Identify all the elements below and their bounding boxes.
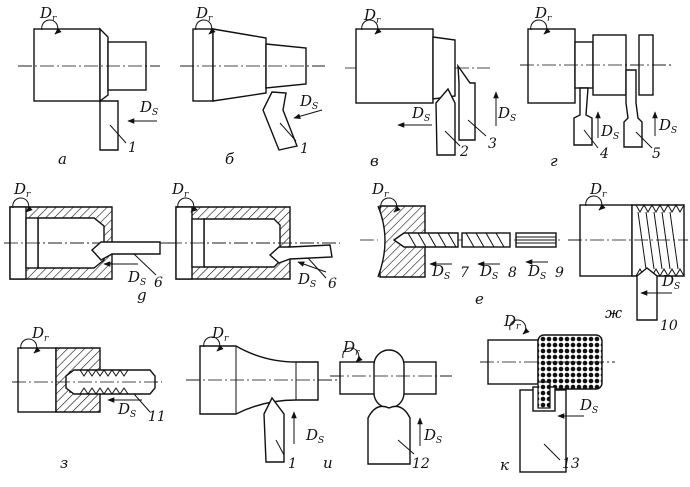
feed-label-z: DS: [117, 400, 136, 420]
feed-label-g1: DS: [600, 122, 619, 142]
feed-label-zh: DS: [661, 272, 680, 292]
caption-i: и: [323, 454, 333, 472]
rotation-arrow: [195, 19, 216, 35]
leader-line: [133, 393, 151, 413]
leader-line: [275, 439, 285, 456]
feed-arrow: [293, 109, 323, 119]
feed-label-a: DS: [139, 98, 158, 118]
panel-g: [520, 19, 672, 149]
tool-number-e2: 8: [508, 265, 517, 281]
rotation-label-i1: Dr: [211, 324, 229, 344]
tool-number-b: 1: [300, 141, 309, 157]
leader-line: [543, 443, 561, 461]
leader-line: [307, 257, 327, 279]
feed-label-e2: DS: [479, 262, 498, 282]
tool-number-z: 11: [148, 409, 166, 425]
tool-number-e1: 7: [460, 265, 469, 281]
tool-number-zh: 10: [660, 318, 678, 334]
caption-k: к: [500, 456, 509, 474]
rotation-label-d1: Dr: [13, 180, 31, 200]
tool-number-d1: 6: [154, 275, 163, 291]
leader-line: [133, 253, 157, 276]
panel-d: [4, 197, 340, 280]
panel-z: [12, 338, 162, 413]
panel-v: [345, 19, 499, 156]
leader-line: [397, 439, 415, 455]
tool-number-v1: 2: [459, 144, 469, 160]
rotation-arrow: [20, 338, 41, 354]
feed-label-b: DS: [299, 92, 318, 112]
feed-label-e1: DS: [431, 262, 450, 282]
caption-v: в: [370, 152, 379, 170]
rotation-arrow: [12, 197, 33, 213]
rotation-label-d2: Dr: [171, 180, 189, 200]
leader-line: [583, 129, 599, 149]
rotation-label-zh: Dr: [589, 180, 607, 200]
panel-k: [480, 319, 615, 473]
rotation-label-v: Dr: [363, 6, 381, 26]
rotation-arrow: [177, 197, 198, 213]
leader-line: [467, 119, 487, 137]
rotation-arrow: [342, 347, 363, 363]
leader-line: [444, 130, 461, 147]
rotation-label-g: Dr: [534, 4, 552, 24]
caption-e: е: [475, 290, 484, 308]
tool-number-i2: 12: [412, 456, 430, 472]
tool-number-k: 13: [562, 456, 580, 472]
leader-line: [109, 124, 127, 144]
tool-number-a: 1: [128, 140, 137, 156]
tool-numbers: 1 1 2 3 4 5 6 6 7 8 9 10 11 1 12 13: [128, 136, 678, 472]
rotation-arrow: [203, 336, 224, 352]
tool-number-d2: 6: [328, 276, 337, 292]
tool-number-i1: 1: [288, 456, 297, 472]
rotation-label-i2: Dr: [342, 338, 360, 358]
panel-a: [18, 19, 160, 151]
feed-labels: DS DS DS DS DS DS DS DS DS DS DS DS DS D…: [117, 92, 680, 446]
tool-number-g2: 5: [652, 146, 661, 162]
leader-line: [635, 131, 653, 149]
rotation-arrow: [41, 19, 62, 35]
rotation-arrow: [530, 19, 551, 35]
rotation-arrow: [380, 197, 401, 213]
rotation-label-e: Dr: [371, 180, 389, 200]
leader-line: [279, 122, 297, 142]
caption-d: g: [137, 286, 147, 304]
rotation-arrow: [361, 19, 382, 35]
feed-label-d2: DS: [297, 270, 316, 290]
feed-label-k: DS: [579, 396, 598, 416]
rotation-arrow: [585, 195, 606, 211]
feed-label-i2: DS: [423, 426, 442, 446]
rotation-label-b: Dr: [195, 4, 213, 24]
feed-arrow: [297, 261, 327, 273]
feed-label-i1: DS: [305, 426, 324, 446]
rotation-labels: Dr Dr Dr Dr Dr Dr Dr Dr Dr Dr Dr Dr: [13, 4, 607, 358]
panel-e: [360, 197, 560, 278]
rotation-label-a: Dr: [39, 4, 57, 24]
tool-number-g1: 4: [599, 146, 609, 162]
feed-label-e3: DS: [527, 262, 546, 282]
caption-b: б: [225, 150, 235, 168]
panel-i: [186, 336, 452, 465]
tool-number-v2: 3: [488, 136, 497, 152]
tool-number-e3: 9: [555, 265, 564, 281]
caption-g: г: [550, 152, 558, 170]
feed-label-v2: DS: [497, 104, 516, 124]
rotation-arrow: [509, 319, 530, 335]
caption-z: з: [60, 454, 68, 472]
feed-label-g2: DS: [658, 116, 677, 136]
panel-b: [180, 19, 325, 151]
feed-label-v1: DS: [411, 104, 430, 124]
rotation-label-k: Dr: [503, 312, 521, 332]
rotation-label-z: Dr: [31, 324, 49, 344]
panel-zh: [568, 195, 688, 321]
caption-zh: ж: [605, 304, 622, 322]
feed-label-d1: DS: [127, 268, 146, 288]
captions: а б в г g е ж з и к: [58, 150, 622, 474]
caption-a: а: [58, 150, 67, 168]
